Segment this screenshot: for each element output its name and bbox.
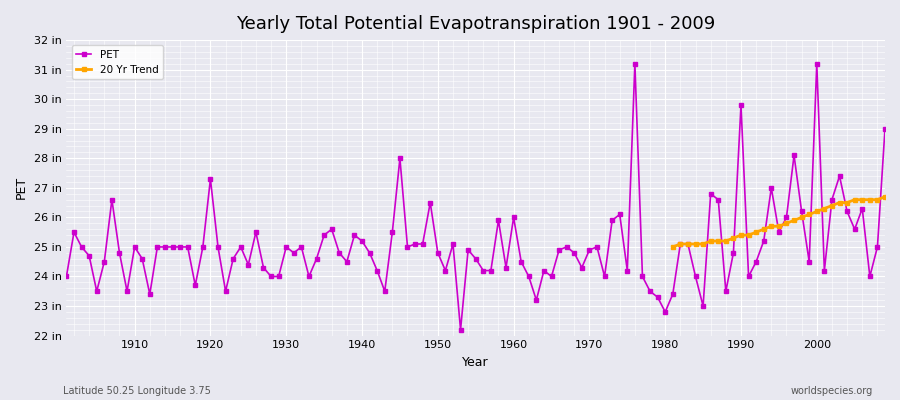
20 Yr Trend bbox=[857, 197, 868, 202]
PET bbox=[334, 250, 345, 255]
PET bbox=[629, 61, 640, 66]
PET bbox=[61, 274, 72, 279]
20 Yr Trend bbox=[773, 224, 784, 229]
Y-axis label: PET: PET bbox=[15, 176, 28, 200]
20 Yr Trend bbox=[826, 203, 837, 208]
Line: 20 Yr Trend: 20 Yr Trend bbox=[670, 195, 887, 249]
20 Yr Trend bbox=[872, 197, 883, 202]
20 Yr Trend bbox=[751, 230, 761, 234]
20 Yr Trend bbox=[720, 239, 731, 244]
PET bbox=[508, 215, 519, 220]
20 Yr Trend bbox=[766, 224, 777, 229]
20 Yr Trend bbox=[850, 197, 860, 202]
Text: Latitude 50.25 Longitude 3.75: Latitude 50.25 Longitude 3.75 bbox=[63, 386, 211, 396]
X-axis label: Year: Year bbox=[463, 356, 489, 369]
Title: Yearly Total Potential Evapotranspiration 1901 - 2009: Yearly Total Potential Evapotranspiratio… bbox=[236, 15, 716, 33]
20 Yr Trend bbox=[842, 200, 852, 205]
20 Yr Trend bbox=[668, 244, 679, 249]
20 Yr Trend bbox=[759, 227, 769, 232]
PET bbox=[879, 126, 890, 131]
20 Yr Trend bbox=[781, 221, 792, 226]
20 Yr Trend bbox=[713, 239, 724, 244]
20 Yr Trend bbox=[812, 209, 823, 214]
PET bbox=[122, 289, 132, 294]
20 Yr Trend bbox=[675, 242, 686, 246]
Text: worldspecies.org: worldspecies.org bbox=[791, 386, 873, 396]
20 Yr Trend bbox=[864, 197, 875, 202]
20 Yr Trend bbox=[743, 233, 754, 238]
20 Yr Trend bbox=[804, 212, 814, 217]
20 Yr Trend bbox=[834, 200, 845, 205]
Line: PET: PET bbox=[64, 62, 887, 332]
20 Yr Trend bbox=[879, 194, 890, 199]
20 Yr Trend bbox=[728, 236, 739, 240]
20 Yr Trend bbox=[682, 242, 693, 246]
20 Yr Trend bbox=[706, 239, 716, 244]
Legend: PET, 20 Yr Trend: PET, 20 Yr Trend bbox=[72, 45, 163, 79]
20 Yr Trend bbox=[788, 218, 799, 223]
20 Yr Trend bbox=[690, 242, 701, 246]
PET bbox=[516, 259, 526, 264]
20 Yr Trend bbox=[698, 242, 708, 246]
20 Yr Trend bbox=[796, 215, 807, 220]
PET bbox=[455, 327, 466, 332]
PET bbox=[288, 250, 299, 255]
20 Yr Trend bbox=[819, 206, 830, 211]
20 Yr Trend bbox=[735, 233, 746, 238]
PET bbox=[607, 218, 617, 223]
